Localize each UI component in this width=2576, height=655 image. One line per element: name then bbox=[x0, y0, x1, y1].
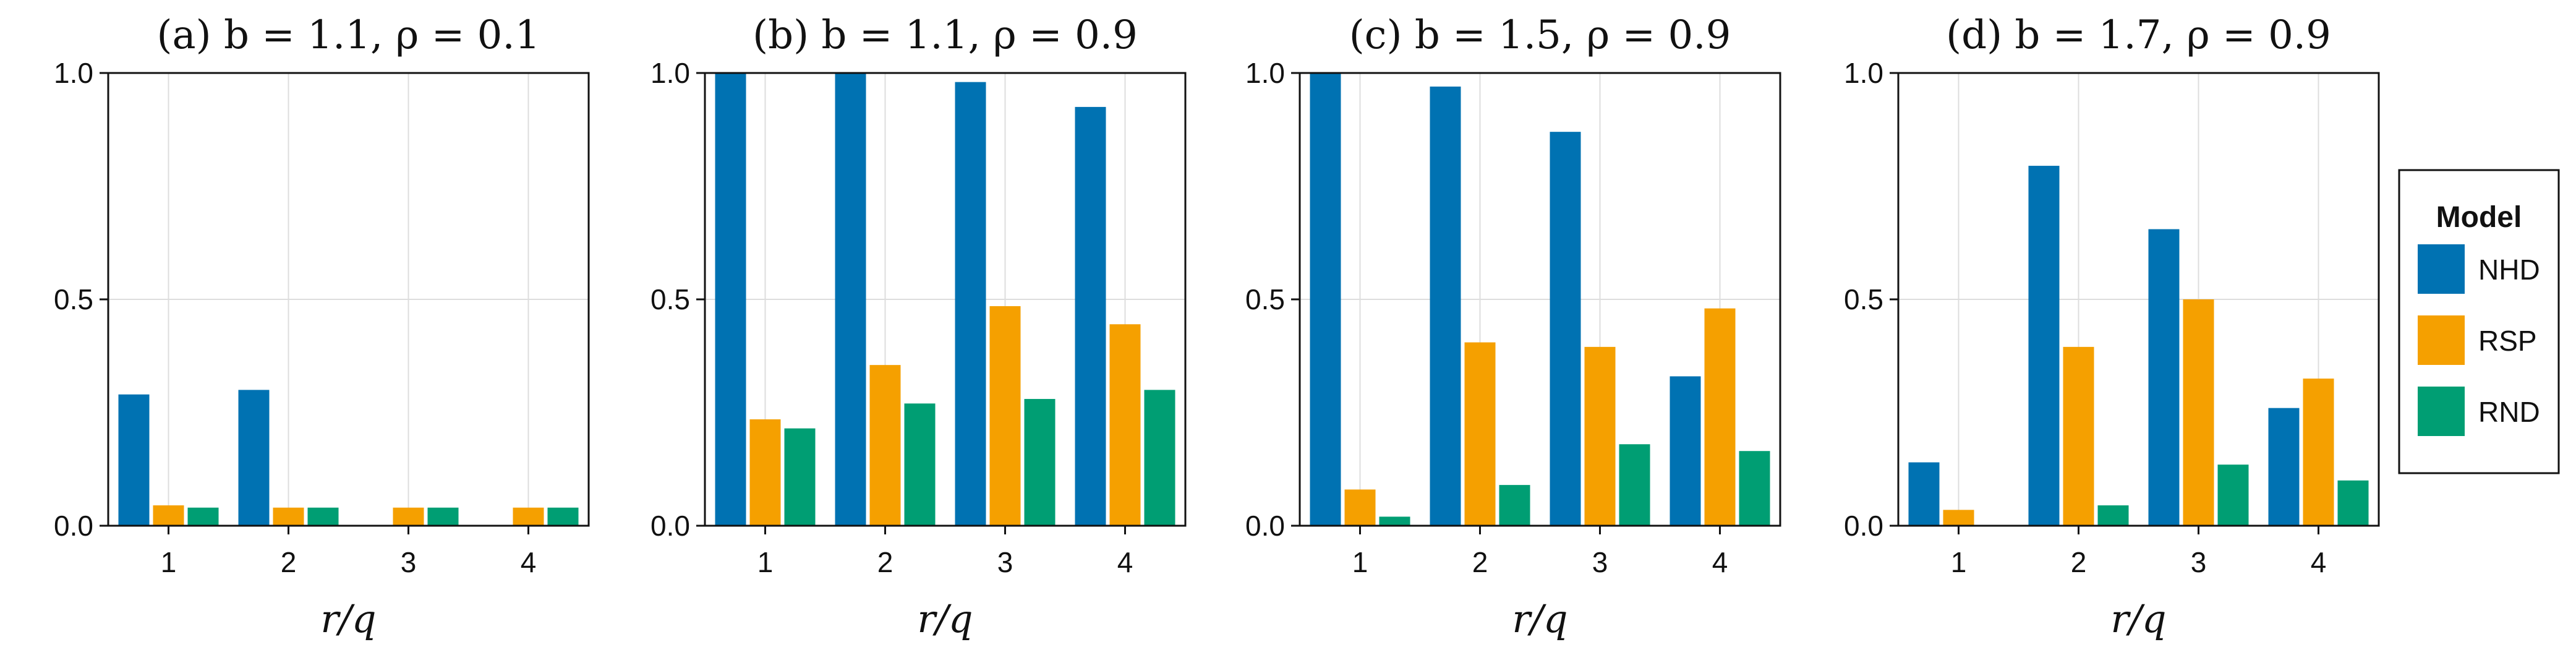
x-tick-label: 4 bbox=[1117, 546, 1133, 578]
bar-rsp-3 bbox=[989, 306, 1021, 526]
y-tick-label: 1.0 bbox=[1245, 57, 1285, 89]
panel-title: (b) b = 1.1, ρ = 0.9 bbox=[753, 12, 1138, 58]
y-tick-label: 0.5 bbox=[54, 283, 93, 315]
bar-nhd-2 bbox=[1430, 86, 1461, 526]
bar-nhd-3 bbox=[1550, 132, 1581, 526]
y-tick-label: 0.0 bbox=[650, 510, 690, 542]
y-tick-label: 0.0 bbox=[1844, 510, 1883, 542]
y-tick-label: 1.0 bbox=[1844, 57, 1883, 89]
bar-nhd-2 bbox=[238, 390, 270, 526]
bar-rsp-1 bbox=[153, 505, 184, 526]
legend-swatch-nhd bbox=[2418, 244, 2465, 294]
bar-nhd-2 bbox=[2028, 166, 2060, 526]
legend-swatch-rnd bbox=[2418, 387, 2465, 436]
bar-rnd-3 bbox=[2217, 464, 2249, 526]
x-tick-label: 1 bbox=[757, 546, 774, 578]
x-tick-label: 4 bbox=[2311, 546, 2327, 578]
bar-nhd-4 bbox=[1670, 376, 1701, 526]
bar-rnd-3 bbox=[1024, 399, 1056, 526]
y-tick-label: 0.0 bbox=[1245, 510, 1285, 542]
panel-title: (d) b = 1.7, ρ = 0.9 bbox=[1946, 12, 2331, 58]
bar-rnd-2 bbox=[307, 507, 339, 526]
bar-rsp-2 bbox=[1464, 342, 1496, 526]
legend-swatch-rsp bbox=[2418, 315, 2465, 365]
x-tick-label: 4 bbox=[521, 546, 537, 578]
panel-3: 0.0 0.5 1.0 1 2 3 4 (c) b = 1.5, ρ = 0.9 r/q bbox=[1245, 12, 1781, 641]
bar-rsp-4 bbox=[2303, 379, 2334, 526]
bar-rsp-1 bbox=[749, 419, 781, 526]
x-tick-label: 4 bbox=[1712, 546, 1728, 578]
bar-nhd-3 bbox=[2148, 229, 2180, 526]
plot-frame bbox=[107, 72, 590, 527]
x-tick-label: 2 bbox=[877, 546, 893, 578]
panel-1: 0.0 0.5 1.0 1 2 3 4 (a) b = 1.1, ρ = 0.1 r/q bbox=[54, 12, 590, 641]
bar-rsp-1 bbox=[1943, 510, 1974, 526]
bar-rnd-2 bbox=[1499, 485, 1530, 526]
panels: 0.00.51.01 2 3 4(a) b = 1.1, ρ = 0.1r/q0.00… bbox=[54, 12, 2380, 641]
bar-rsp-2 bbox=[273, 507, 304, 526]
y-tick-label: 0.5 bbox=[1844, 283, 1883, 315]
bar-nhd-1 bbox=[715, 73, 746, 526]
plot-frame bbox=[1299, 72, 1781, 527]
y-tick-label: 1.0 bbox=[650, 57, 690, 89]
x-axis-label: r/q bbox=[2110, 596, 2166, 641]
x-axis-label: r/q bbox=[320, 596, 376, 641]
legend: Model NHD RSP RND bbox=[2398, 169, 2560, 474]
bar-rnd-2 bbox=[2097, 505, 2129, 526]
bar-nhd-3 bbox=[955, 82, 986, 526]
panel-title: (c) b = 1.5, ρ = 0.9 bbox=[1349, 12, 1731, 58]
x-tick-label: 1 bbox=[1352, 546, 1368, 578]
x-tick-label: 2 bbox=[2071, 546, 2087, 578]
bar-nhd-2 bbox=[835, 73, 866, 526]
bar-rsp-1 bbox=[1344, 489, 1376, 526]
bar-rsp-4 bbox=[1109, 324, 1141, 526]
bar-rnd-3 bbox=[427, 507, 459, 526]
legend-title: Model bbox=[2436, 201, 2522, 234]
bar-nhd-4 bbox=[2268, 408, 2300, 526]
bar-rnd-3 bbox=[1619, 444, 1650, 526]
plot-frame bbox=[704, 72, 1187, 527]
bar-rnd-4 bbox=[2337, 480, 2369, 526]
y-tick-label: 0.5 bbox=[650, 283, 690, 315]
y-tick-label: 0.0 bbox=[54, 510, 93, 542]
bar-nhd-1 bbox=[118, 394, 150, 526]
x-tick-label: 1 bbox=[1951, 546, 1967, 578]
bar-rsp-3 bbox=[1584, 346, 1616, 526]
bar-nhd-4 bbox=[1075, 106, 1106, 526]
bar-rsp-4 bbox=[1704, 308, 1736, 526]
x-tick-label: 3 bbox=[401, 546, 417, 578]
bar-nhd-1 bbox=[1310, 73, 1341, 526]
panel-4: 0.0 0.5 1.0 1 2 3 4 (d) b = 1.7, ρ = 0.9 r/q bbox=[1844, 12, 2380, 641]
legend-label-nhd: NHD bbox=[2478, 254, 2540, 286]
bar-nhd-1 bbox=[1908, 462, 1940, 526]
panel-title: (a) b = 1.1, ρ = 0.1 bbox=[157, 12, 540, 58]
x-tick-label: 2 bbox=[1472, 546, 1488, 578]
x-axis-label: r/q bbox=[917, 596, 973, 641]
bar-rsp-4 bbox=[513, 507, 544, 526]
bar-rnd-1 bbox=[1379, 516, 1410, 526]
bar-rnd-1 bbox=[187, 507, 219, 526]
bar-rnd-4 bbox=[1144, 390, 1175, 526]
x-tick-label: 3 bbox=[997, 546, 1013, 578]
x-tick-label: 2 bbox=[281, 546, 297, 578]
bar-rnd-4 bbox=[1739, 451, 1770, 526]
bar-rnd-1 bbox=[784, 428, 816, 526]
x-axis-label: r/q bbox=[1512, 596, 1567, 641]
y-tick-label: 0.5 bbox=[1245, 283, 1285, 315]
legend-label-rsp: RSP bbox=[2478, 325, 2537, 357]
y-tick-label: 1.0 bbox=[54, 57, 93, 89]
bar-rnd-4 bbox=[547, 507, 579, 526]
x-tick-label: 1 bbox=[161, 546, 177, 578]
bar-rsp-3 bbox=[2183, 299, 2214, 526]
panel-2: 0.0 0.5 1.0 1 2 3 4 (b) b = 1.1, ρ = 0.9 r/q bbox=[650, 12, 1187, 641]
bar-rsp-3 bbox=[393, 507, 424, 526]
x-tick-label: 3 bbox=[2191, 546, 2207, 578]
plot-frame bbox=[1897, 72, 2380, 527]
bar-rnd-2 bbox=[904, 403, 936, 526]
bar-rsp-2 bbox=[869, 365, 901, 526]
bar-rsp-2 bbox=[2063, 346, 2094, 526]
legend-label-rnd: RND bbox=[2478, 396, 2540, 428]
x-tick-label: 3 bbox=[1592, 546, 1608, 578]
